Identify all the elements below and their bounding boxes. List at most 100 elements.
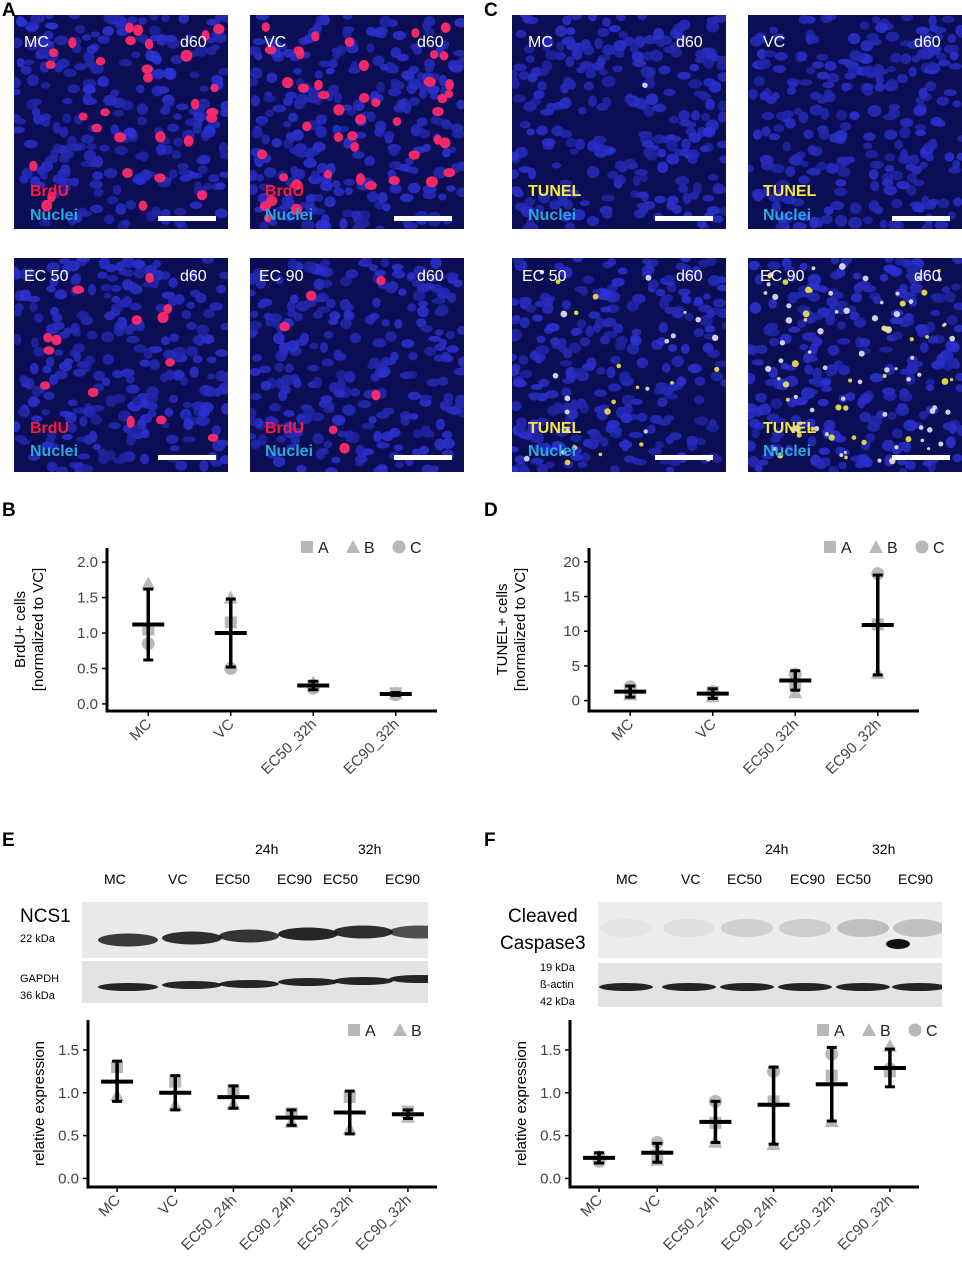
micro-condition: EC 50	[24, 268, 69, 285]
micro-nuclei: Nuclei	[763, 207, 812, 224]
chart-f: 0.0 0.5 1.0 1.5 MC VCEC50_24hEC90_24hEC50_32h…	[513, 1020, 938, 1254]
scale-bar	[394, 455, 452, 460]
blot-band-name: ß-actin	[540, 979, 574, 991]
micro-stain: TUNEL	[763, 420, 817, 437]
legend-label: A	[841, 540, 852, 557]
legend-marker-b	[393, 1023, 407, 1036]
data-point-b	[788, 685, 803, 699]
y-tick-label: 0.0	[540, 1170, 561, 1187]
x-tick-label: EC50_32h	[294, 1192, 356, 1254]
blot-band-name: Caspase3	[500, 933, 586, 954]
legend-label: B	[364, 540, 375, 557]
legend-label: B	[411, 1023, 422, 1040]
legend-marker-a	[348, 1024, 360, 1036]
micro-day: d60	[180, 34, 207, 51]
blot-time-label: 24h	[765, 841, 789, 857]
blot-band-name: Cleaved	[508, 906, 578, 927]
micrograph-image	[748, 258, 962, 472]
micro-stain: TUNEL	[528, 183, 582, 200]
blot-lane-label: EC90	[790, 871, 826, 887]
x-tick-label: EC50_24h	[178, 1192, 240, 1254]
blot-image-gapdh	[82, 961, 428, 1003]
micro-day: d60	[180, 268, 207, 285]
y-tick-label: 1.5	[58, 1042, 79, 1059]
scale-bar	[892, 216, 950, 221]
x-tick-label: EC90_32h	[353, 1192, 415, 1254]
x-tick-label: MC	[577, 1192, 606, 1221]
y-tick-label: 15	[563, 589, 580, 606]
micro-stain: BrdU	[30, 183, 70, 200]
blot-band-kda: 22 kDa	[20, 933, 55, 945]
blot-band-kda: 42 kDa	[540, 996, 575, 1008]
legend-marker-a	[817, 1024, 829, 1036]
legend-label: C	[933, 540, 945, 557]
panel-label-d: D	[484, 500, 498, 521]
x-tick-label: EC90_32h	[835, 1192, 897, 1254]
micrograph-image	[512, 15, 726, 229]
legend-label: C	[926, 1023, 938, 1040]
y-tick-label: 0.5	[58, 1128, 79, 1145]
panel-label-a: A	[2, 0, 16, 21]
legend-marker-a	[301, 541, 313, 553]
y-tick-label: 5	[572, 658, 580, 675]
micrograph-image	[250, 258, 464, 472]
micrograph-image	[14, 15, 228, 229]
y-tick-label: 0.0	[77, 696, 98, 713]
data-point-b	[141, 576, 156, 590]
y-tick-label: 2.0	[77, 554, 98, 571]
micro-nuclei: Nuclei	[30, 443, 79, 460]
blot-lane-label: EC50	[727, 871, 763, 887]
x-tick-label: VC	[155, 1192, 182, 1219]
chart-d: 0 5 10 15 20 MC VC EC50_32h EC90_32h TUNEL+ cells…	[494, 540, 945, 778]
y-tick-label: 10	[563, 623, 580, 640]
blot-band-name: GAPDH	[20, 973, 60, 985]
blot-band-kda: 19 kDa	[540, 962, 575, 974]
y-axis-label: TUNEL+ cells[normalized to VC]	[494, 568, 529, 691]
micro-condition: MC	[528, 34, 553, 51]
blot-image-beta-actin	[598, 963, 942, 1007]
micro-nuclei: Nuclei	[30, 207, 79, 224]
panel-label-b: B	[2, 500, 16, 521]
x-tick-label: MC	[95, 1192, 124, 1221]
blot-band-kda: 36 kDa	[20, 990, 55, 1002]
y-tick-label: 0	[572, 693, 580, 710]
micro-condition: VC	[763, 34, 786, 51]
micro-day: d60	[417, 34, 444, 51]
y-tick-label: 0.5	[77, 660, 98, 677]
y-axis-label: BrdU+ cells[normalized to VC]	[12, 568, 47, 691]
y-tick-label: 0.5	[540, 1128, 561, 1145]
y-axis-label: relative expression	[31, 1041, 48, 1166]
blot-lane-label: EC50	[215, 871, 251, 887]
legend-label: B	[887, 540, 898, 557]
blot-lane-label: VC	[681, 871, 701, 887]
y-tick-label: 20	[563, 554, 580, 571]
blot-lane-label: EC90	[277, 871, 313, 887]
micro-day: d60	[417, 268, 444, 285]
legend-marker-c	[908, 1023, 922, 1037]
y-tick-label: 1.0	[77, 625, 98, 642]
blot-band-name: NCS1	[20, 906, 71, 927]
micro-condition: EC 90	[259, 268, 304, 285]
micro-day: d60	[676, 34, 703, 51]
panel-label-e: E	[2, 830, 15, 851]
scale-bar	[892, 455, 950, 460]
x-tick-label: VC	[637, 1192, 664, 1219]
legend-label: C	[410, 540, 422, 557]
micro-nuclei: Nuclei	[528, 207, 577, 224]
legend-label: A	[834, 1023, 845, 1040]
micro-stain: BrdU	[265, 420, 305, 437]
legend-marker-c	[392, 540, 406, 554]
micro-stain: BrdU	[265, 183, 305, 200]
y-tick-label: 1.0	[540, 1085, 561, 1102]
y-tick-label: 1.0	[58, 1085, 79, 1102]
panel-label-f: F	[484, 830, 496, 851]
legend-marker-c	[915, 540, 929, 554]
blot-lane-label: MC	[616, 871, 638, 887]
chart-e: 0.0 0.5 1.0 1.5 MC VCEC50_24hEC90_24hEC50_32h…	[31, 1020, 437, 1254]
x-tick-label: EC90_24h	[236, 1192, 298, 1254]
x-tick-label: EC90_32h	[340, 716, 402, 778]
x-tick-label: EC50_24h	[660, 1192, 722, 1254]
x-tick-label: VC	[211, 716, 238, 743]
blot-lane-label: EC90	[385, 871, 421, 887]
micro-nuclei: Nuclei	[763, 443, 812, 460]
